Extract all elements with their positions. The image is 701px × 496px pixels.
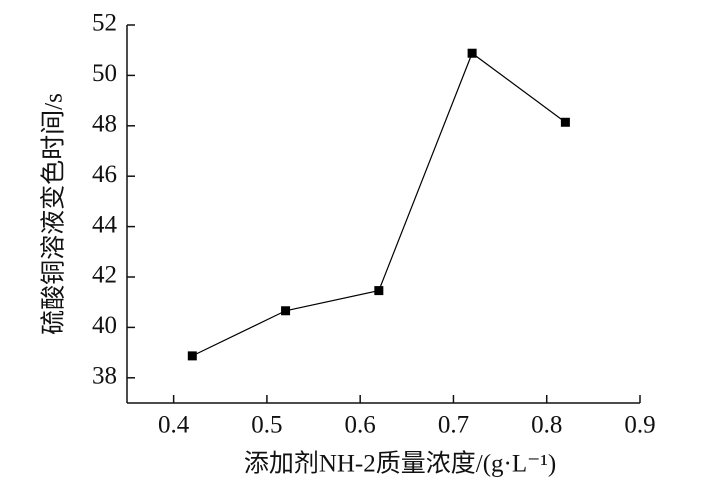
y-tick-label: 48 bbox=[92, 111, 117, 138]
x-tick-label: 0.7 bbox=[438, 412, 469, 439]
marker bbox=[467, 48, 477, 58]
y-tick-label: 50 bbox=[92, 60, 117, 87]
y-tick-label: 38 bbox=[92, 363, 117, 390]
y-tick-label: 40 bbox=[92, 312, 117, 339]
marker bbox=[281, 306, 291, 316]
marker bbox=[374, 286, 384, 296]
x-tick-label: 0.6 bbox=[345, 412, 376, 439]
y-axis-label: 硫酸铜溶液变色时间/s bbox=[40, 93, 68, 335]
x-tick-label: 0.4 bbox=[158, 412, 190, 439]
y-tick-label: 42 bbox=[92, 262, 117, 289]
x-tick-label: 0.8 bbox=[531, 412, 562, 439]
line bbox=[192, 52, 566, 357]
marker bbox=[187, 351, 197, 361]
x-tick-label: 0.5 bbox=[251, 412, 282, 439]
marker bbox=[560, 117, 570, 127]
y-tick-label: 44 bbox=[92, 211, 118, 238]
y-tick-label: 52 bbox=[92, 10, 117, 37]
x-axis-label: 添加剂NH-2质量浓度/(g·L⁻¹) bbox=[244, 450, 556, 478]
x-tick-label: 0.9 bbox=[624, 412, 655, 439]
y-tick-label: 46 bbox=[92, 161, 117, 188]
